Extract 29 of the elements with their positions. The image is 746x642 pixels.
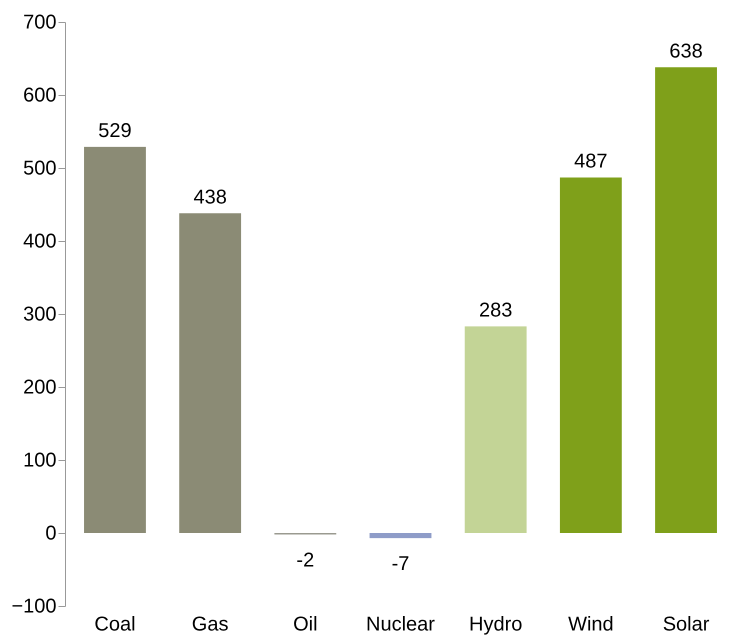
x-tick-label: Coal (94, 614, 136, 636)
bar (370, 533, 432, 538)
data-label: -7 (392, 553, 410, 576)
data-label: 283 (478, 299, 512, 322)
data-label: 638 (669, 40, 703, 62)
y-tick-label: 100 (23, 450, 56, 472)
y-tick-label: 700 (23, 12, 56, 34)
y-tick-label: 400 (23, 230, 56, 252)
data-label: 487 (574, 150, 608, 172)
x-tick-label: Wind (568, 614, 614, 636)
bar (464, 326, 527, 533)
data-label: 529 (98, 120, 132, 142)
x-tick-label: Nuclear (366, 614, 436, 636)
bar (560, 177, 622, 533)
y-tick-label: −100 (11, 596, 56, 618)
x-tick-label: Hydro (469, 614, 522, 636)
y-tick-label: 300 (23, 304, 56, 326)
bar (655, 67, 717, 533)
y-tick-label: 200 (23, 376, 56, 398)
y-tick-label: 600 (23, 84, 56, 106)
x-tick-label: Gas (192, 614, 228, 636)
bar (84, 146, 146, 533)
x-tick-label: Oil (293, 614, 318, 636)
y-tick-label: 0 (45, 522, 56, 544)
y-tick-label: 500 (23, 158, 56, 180)
data-label: -2 (296, 549, 314, 572)
bar (179, 213, 242, 533)
data-label: 438 (193, 186, 227, 208)
x-tick-label: Solar (662, 614, 710, 636)
